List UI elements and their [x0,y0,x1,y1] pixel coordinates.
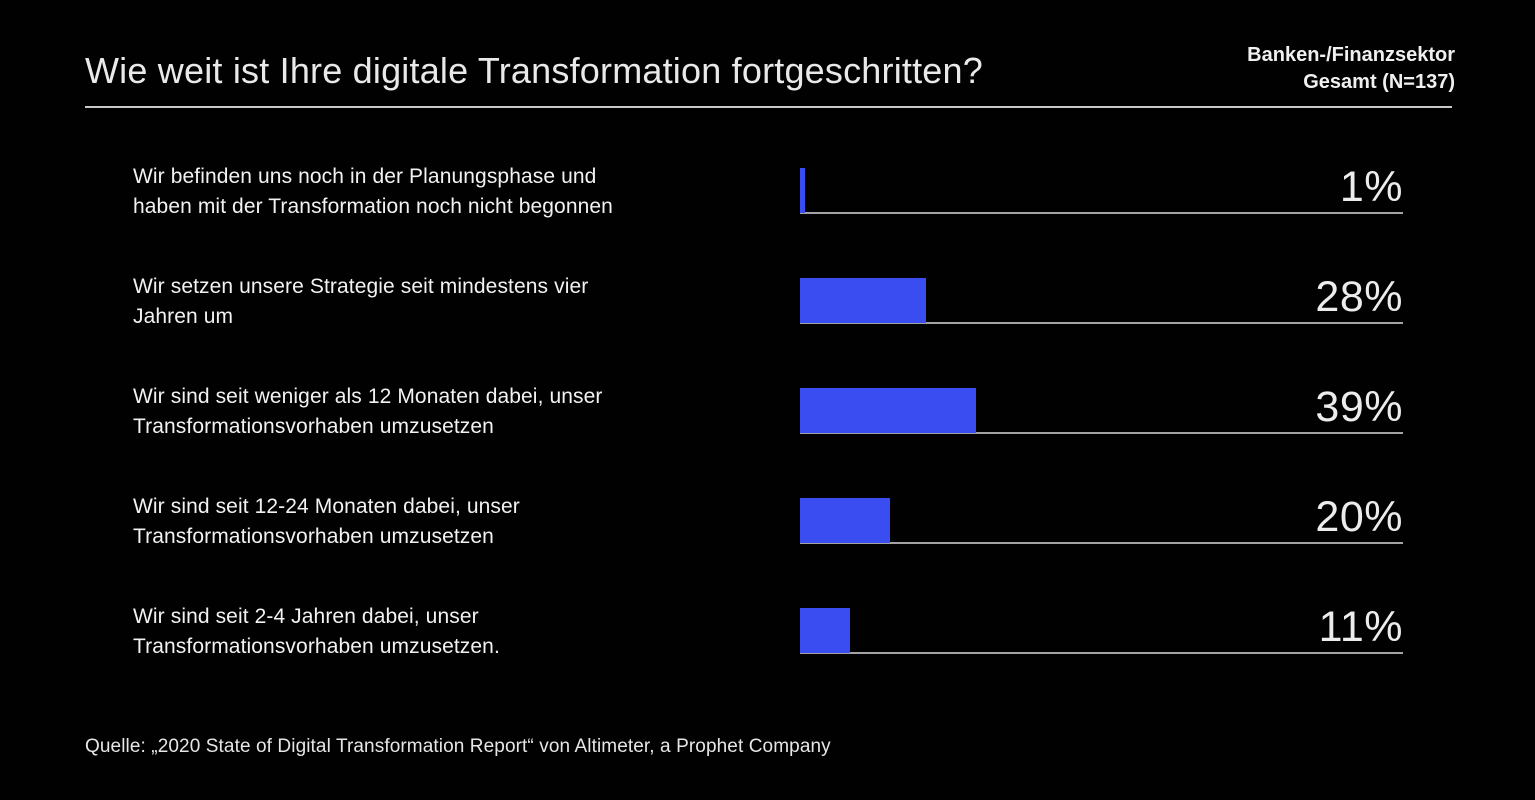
bar-axis-line [800,432,1403,434]
bar-value-label: 39% [1315,383,1403,431]
chart-row: Wir sind seit 2-4 Jahren dabei, unser Tr… [0,595,1535,705]
bar-value-label: 20% [1315,493,1403,541]
header-segment-line2: Gesamt (N=137) [1303,71,1455,93]
bar-value-label: 1% [1339,163,1403,211]
bar-axis-line [800,652,1403,654]
chart-row: Wir setzen unsere Strategie seit mindest… [0,265,1535,375]
bar [800,278,926,323]
bar-category-label: Wir sind seit weniger als 12 Monaten dab… [133,385,603,438]
bar-value-label: 28% [1315,273,1403,321]
page-title: Wie weit ist Ihre digitale Transformatio… [85,50,983,91]
bar [800,608,850,653]
bar-category-label: Wir sind seit 2-4 Jahren dabei, unser Tr… [133,605,500,658]
bar-category-label: Wir befinden uns noch in der Planungspha… [133,165,613,218]
chart-row: Wir sind seit weniger als 12 Monaten dab… [0,375,1535,485]
bar-category-label: Wir setzen unsere Strategie seit mindest… [133,275,589,328]
title-divider [85,106,1452,108]
bar-value-label: 11% [1318,603,1403,651]
chart-row: Wir sind seit 12-24 Monaten dabei, unser… [0,485,1535,595]
bar [800,388,976,433]
source-note: Quelle: „2020 State of Digital Transform… [85,736,831,757]
bar-category-label: Wir sind seit 12-24 Monaten dabei, unser… [133,495,520,548]
bar-axis-line [800,212,1403,214]
header-meta: Banken-/Finanzsektor Gesamt (N=137) [1247,42,1455,96]
chart-row: Wir befinden uns noch in der Planungspha… [0,155,1535,265]
bar [800,168,805,213]
bar-axis-line [800,542,1403,544]
bar-axis-line [800,322,1403,324]
bar [800,498,890,543]
header-segment-line1: Banken-/Finanzsektor [1247,44,1455,66]
